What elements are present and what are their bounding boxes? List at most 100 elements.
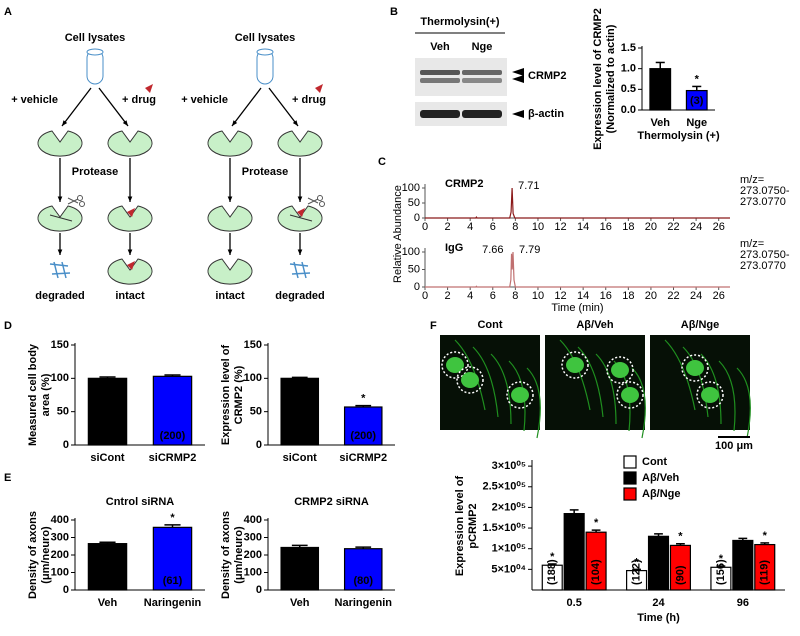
arrow-head: [297, 196, 303, 202]
result-label: degraded: [35, 290, 85, 302]
arrow-head: [127, 249, 133, 255]
lysate-disc: [277, 205, 323, 232]
significance: *: [763, 530, 768, 542]
neurite: [526, 367, 541, 439]
n-label: (188): [546, 559, 558, 585]
x-tick-label: siCRMP2: [339, 452, 387, 464]
micrograph-title: Aβ/Nge: [681, 319, 720, 331]
x-tick-label: Nge: [686, 117, 707, 129]
significance: *: [170, 512, 175, 524]
y-axis-label: Density of axons: [220, 511, 232, 599]
band-arrow: [512, 68, 524, 76]
n-label: (93): [98, 575, 118, 587]
y-tick-label: 1.0: [621, 63, 636, 75]
trace-label: CRMP2: [445, 178, 484, 190]
x-tick-label: Veh: [98, 597, 118, 609]
y-axis-label: (μm/neuro): [233, 526, 245, 584]
x-tick-label: 22: [667, 290, 679, 302]
arrow-head: [297, 249, 303, 255]
y-tick-label: 0: [256, 584, 262, 596]
micrograph: [650, 335, 750, 430]
neurite: [595, 353, 617, 425]
legend-swatch: [623, 487, 637, 501]
x-tick-label: 24: [690, 290, 702, 302]
significance: *: [678, 531, 683, 543]
y-tick-label: 50: [408, 197, 420, 209]
chart-title: CRMP2 siRNA: [294, 496, 369, 508]
mz-label: 273.0770: [740, 260, 786, 272]
protease-label: Protease: [72, 166, 118, 178]
x-tick-label: Naringenin: [335, 597, 393, 609]
x-tick-label: 26: [713, 221, 725, 233]
neurite: [490, 353, 512, 425]
x-tick-label: 24: [652, 597, 665, 609]
neurite: [472, 346, 499, 418]
peak-label: 7.66: [482, 244, 503, 256]
band: [462, 78, 502, 83]
x-tick-label: siCRMP2: [149, 452, 197, 464]
x-tick-label: 8: [512, 221, 518, 233]
x-tick-label: 14: [577, 221, 589, 233]
y-tick-label: 300: [51, 531, 69, 543]
n-label: (68): [290, 575, 310, 587]
cell-outline: [506, 381, 534, 409]
neurite: [718, 360, 736, 432]
bar: [280, 546, 320, 591]
x-tick-label: 2: [445, 221, 451, 233]
legend-label: Aβ/Nge: [642, 488, 681, 500]
arrow-head: [227, 196, 233, 202]
y-tick-label: 1.5: [621, 42, 636, 54]
lysate-disc: [207, 258, 253, 285]
n-label: (54): [652, 565, 664, 585]
lysate-disc: [107, 130, 153, 157]
x-tick-label: 0.5: [567, 597, 582, 609]
micrograph-title: Cont: [477, 319, 502, 331]
arrow-head: [57, 249, 63, 255]
band: [420, 78, 460, 83]
y-tick-label: 100: [402, 182, 420, 194]
n-label: (200): [160, 430, 186, 442]
y-tick-label: 0: [63, 439, 69, 451]
fragment: [49, 263, 69, 267]
y-tick-label: 1.5×10⁰⁵: [482, 522, 526, 534]
y-axis-label: Expression level of CRMP2: [592, 8, 604, 150]
x-tick-label: 96: [737, 597, 749, 609]
neurite: [631, 367, 646, 439]
x-tick-label: 24: [690, 221, 702, 233]
y-tick-label: 400: [51, 514, 69, 526]
neurite: [577, 346, 604, 418]
neurite: [454, 339, 486, 411]
arrow: [231, 87, 262, 127]
cell-body: [686, 360, 704, 376]
x-tick-label: 16: [600, 290, 612, 302]
result-label: intact: [215, 290, 245, 302]
fragment: [289, 263, 309, 267]
cell-body: [511, 387, 529, 403]
band-arrow: [512, 75, 524, 83]
legend-label: Cont: [642, 456, 667, 468]
x-tick-label: 12: [554, 290, 566, 302]
lysate-title: Cell lysates: [65, 32, 126, 44]
significance: *: [361, 393, 366, 405]
cell-body: [446, 357, 464, 373]
arrow-head: [232, 120, 238, 126]
fragment: [291, 272, 311, 275]
x-tick-label: Veh: [290, 597, 310, 609]
significance: *: [695, 73, 700, 85]
x-tick-label: 8: [512, 290, 518, 302]
band: [420, 110, 460, 118]
n-label: (200): [287, 430, 313, 442]
x-tick-label: 14: [577, 290, 589, 302]
cut-line: [49, 214, 73, 222]
micrograph: [545, 335, 645, 430]
scissors: [317, 195, 323, 201]
y-tick-label: 200: [51, 549, 69, 561]
protease-label: Protease: [242, 166, 288, 178]
y-axis-label: (μm/neuro): [40, 526, 52, 584]
blot-membrane: [415, 58, 507, 96]
y-axis-label: Measured cell body: [27, 343, 39, 446]
peak-label: 7.79: [519, 244, 540, 256]
result-label: degraded: [275, 290, 325, 302]
scale-label: 100 μm: [715, 440, 753, 452]
